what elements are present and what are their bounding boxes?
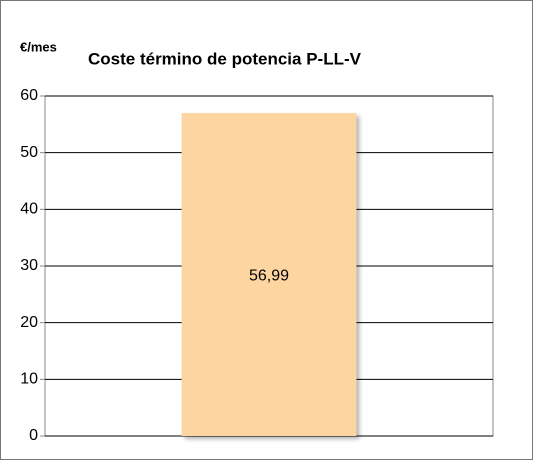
y-tick-label: 30 — [20, 257, 38, 274]
y-tick-label: 0 — [29, 427, 38, 444]
y-tick-label: 40 — [20, 201, 38, 218]
y-tick-label: 20 — [20, 314, 38, 331]
y-tick-label: 10 — [20, 371, 38, 388]
y-axis-label: €/mes — [20, 39, 57, 54]
value-label: 56,99 — [249, 268, 289, 285]
chart-title: Coste término de potencia P-LL-V — [88, 49, 362, 68]
y-tick-label: 60 — [20, 87, 38, 104]
y-tick-label: 50 — [20, 144, 38, 161]
bar — [181, 113, 357, 436]
